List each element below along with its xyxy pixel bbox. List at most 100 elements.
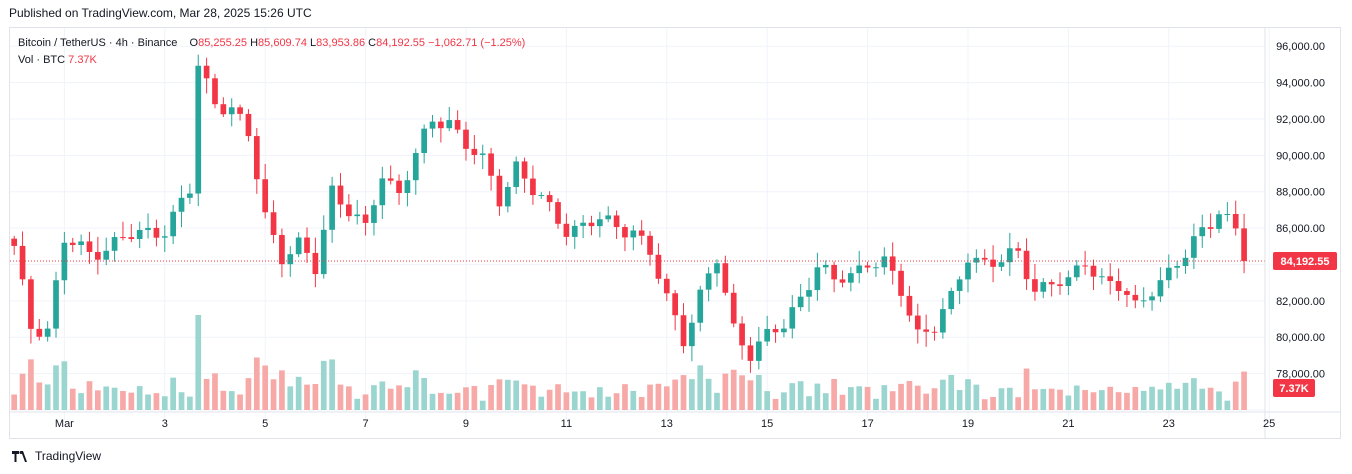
volume-bar: [1149, 386, 1155, 410]
volume-bar: [412, 370, 419, 410]
candle-down: [1015, 248, 1022, 251]
candle-up: [404, 180, 411, 193]
volume-bar: [990, 396, 996, 410]
x-tick-label: 9: [463, 418, 469, 430]
candle-down: [772, 328, 779, 333]
candle-down: [563, 223, 570, 237]
candle-up: [948, 290, 955, 310]
volume-bar: [672, 379, 678, 410]
chart-legend: Bitcoin / TetherUS · 4h · Binance O85,25…: [18, 35, 525, 69]
candlestick-chart[interactable]: 96,000.00 94,000.00 92,000.00 90,000.00 88,0…: [10, 28, 1340, 438]
footer-brand[interactable]: TradingView: [12, 449, 101, 463]
candle-down: [153, 227, 160, 238]
volume-bar: [898, 383, 904, 410]
candle-down: [1032, 279, 1038, 292]
x-tick-label: Mar: [55, 418, 74, 430]
y-tick-label: 78,000.00: [1276, 369, 1325, 381]
legend-open-value: 85,255.25: [198, 37, 248, 49]
candle-down: [1023, 250, 1030, 280]
volume-bar: [638, 396, 645, 410]
volume-bar: [471, 386, 478, 410]
volume-bar: [320, 360, 327, 410]
candle-down: [496, 175, 503, 207]
candle-down: [1132, 294, 1139, 301]
volume-bar: [136, 386, 143, 410]
volume-bar: [1073, 385, 1080, 410]
volume-bar: [697, 365, 704, 410]
volume-bar: [563, 392, 570, 410]
volume-bar: [287, 386, 294, 410]
legend-symbol: Bitcoin / TetherUS · 4h · Binance: [18, 37, 178, 49]
volume-bar: [680, 375, 687, 410]
x-tick-label: 11: [561, 418, 572, 430]
candle-up: [755, 341, 762, 361]
candle-down: [923, 329, 929, 332]
candle-up: [538, 195, 545, 197]
candle-down: [914, 315, 921, 330]
last-price-label: 84,192.55: [1281, 256, 1330, 268]
volume-bar: [747, 380, 754, 410]
y-tick-label: 82,000.00: [1276, 296, 1325, 308]
candle-up: [973, 257, 980, 263]
candle-down: [86, 241, 93, 253]
x-tick-label: 23: [1163, 418, 1175, 430]
volume-bar: [1090, 392, 1097, 410]
volume-bar: [1124, 392, 1130, 410]
candle-up: [504, 186, 511, 207]
x-tick-label: 15: [761, 418, 773, 430]
volume-bar: [906, 380, 913, 410]
candle-down: [613, 215, 620, 228]
volume-bar: [463, 387, 469, 410]
volume-bar: [496, 379, 503, 410]
last-volume-badge: [1273, 379, 1315, 397]
legend-low-label: L: [310, 37, 317, 49]
volume-bar: [438, 392, 444, 410]
volume-bar: [739, 375, 745, 410]
footer-brand-label: TradingView: [35, 449, 102, 463]
candle-up: [965, 262, 971, 280]
candle-up: [848, 273, 854, 283]
volume-bar: [387, 388, 394, 410]
candle-up: [940, 309, 946, 333]
x-tick-label: 5: [262, 418, 268, 430]
volume-bar: [1048, 388, 1055, 410]
volume-bar: [170, 377, 176, 410]
volume-bar: [613, 393, 620, 410]
volume-bar: [86, 381, 93, 410]
volume-bar: [1232, 381, 1239, 410]
y-tick-label: 80,000.00: [1276, 332, 1325, 344]
candle-down: [1090, 265, 1097, 277]
volume-bar: [454, 392, 461, 410]
volume-bar: [546, 389, 553, 410]
volume-bar: [304, 384, 310, 410]
candle-up: [479, 153, 486, 155]
legend-volume-row: Vol · BTC 7.37K: [18, 52, 525, 69]
volume-bar: [1207, 387, 1214, 410]
candle-down: [454, 120, 461, 130]
volume-bar: [1174, 388, 1180, 410]
candle-up: [1174, 266, 1180, 268]
candle-up: [295, 237, 302, 255]
volume-bar: [622, 384, 628, 410]
y-tick-label: 96,000.00: [1276, 41, 1325, 53]
candle-up: [705, 273, 712, 290]
volume-bar: [253, 357, 260, 410]
candle-down: [588, 222, 595, 227]
candle-down: [120, 237, 126, 239]
volume-bar: [1182, 382, 1189, 410]
candle-down: [69, 242, 76, 246]
candle-up: [1182, 257, 1189, 267]
volume-bar: [864, 386, 871, 410]
published-note: Published on TradingView.com, Mar 28, 20…: [9, 6, 312, 20]
candle-down: [463, 129, 469, 149]
candle-down: [488, 153, 494, 176]
legend-open-label: O: [189, 37, 199, 49]
candle-up: [320, 229, 327, 275]
candle-down: [212, 78, 218, 105]
candle-down: [1232, 213, 1239, 229]
volume-bar: [44, 384, 51, 410]
volume-bar: [220, 390, 227, 410]
volume-bar: [789, 383, 796, 410]
volume-bar: [228, 391, 235, 410]
candle-down: [722, 263, 729, 293]
